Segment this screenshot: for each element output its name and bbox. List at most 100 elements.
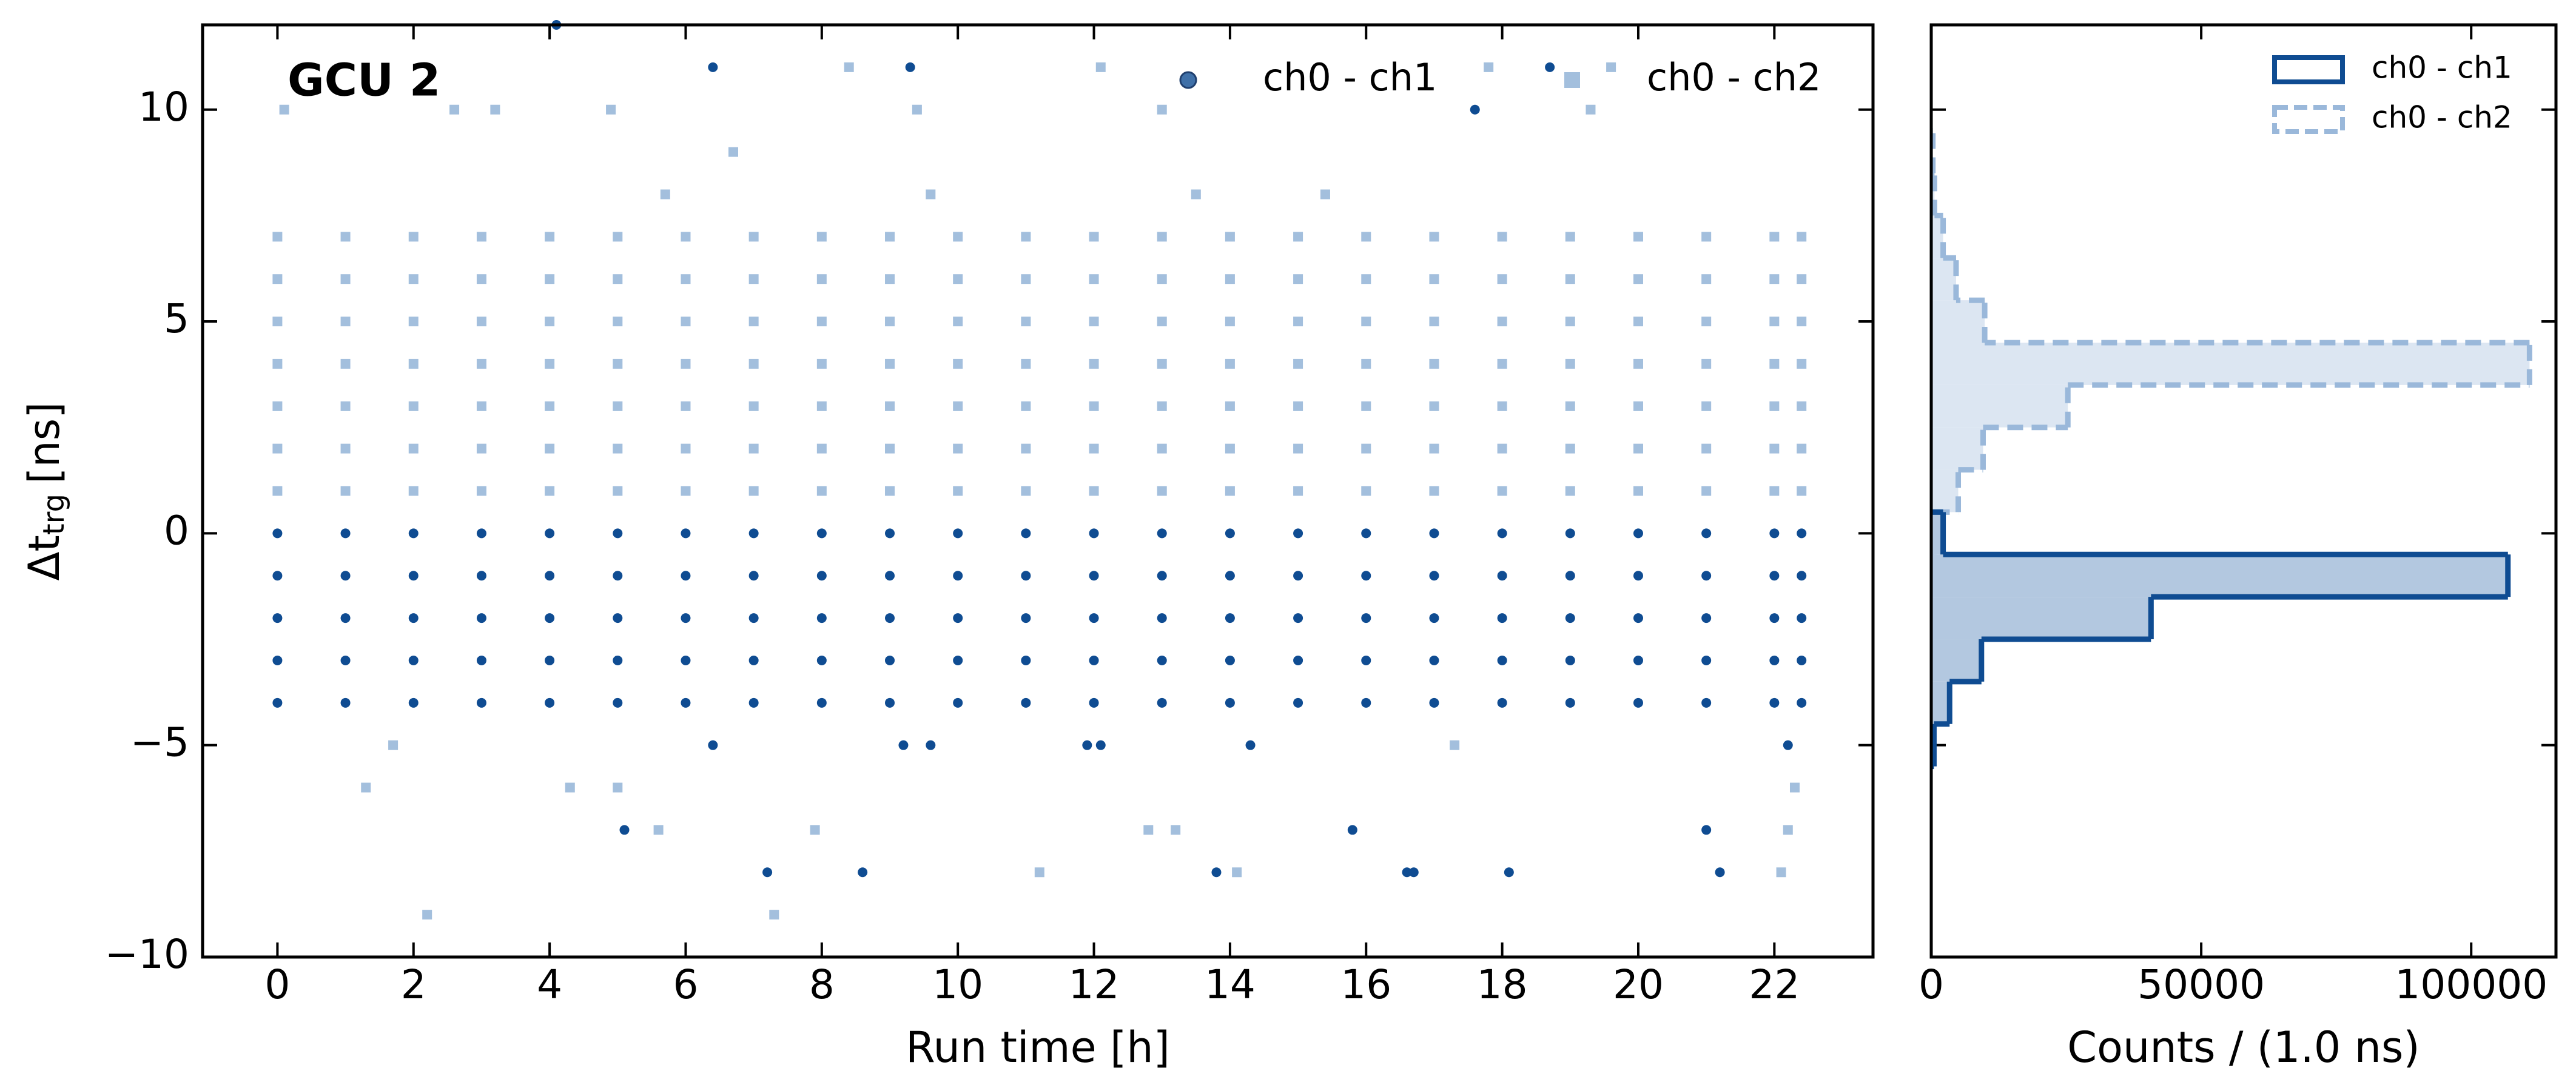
x-tick-label: 12 (1069, 961, 1120, 1008)
point (272, 613, 283, 623)
point (1361, 486, 1371, 496)
point (272, 443, 283, 454)
point (885, 317, 895, 327)
point (476, 443, 486, 454)
point (1633, 613, 1643, 623)
point (476, 317, 486, 327)
point (1361, 655, 1371, 665)
point (1429, 317, 1439, 327)
point (1157, 697, 1167, 708)
point (1089, 232, 1099, 242)
point (340, 274, 351, 284)
point (1021, 401, 1031, 411)
point (408, 655, 419, 665)
point (476, 358, 486, 369)
point (1293, 571, 1303, 581)
point (953, 401, 963, 411)
point (490, 104, 500, 115)
point (340, 655, 351, 665)
point (613, 317, 623, 327)
point (1157, 571, 1167, 581)
point (816, 571, 827, 581)
point (1293, 613, 1303, 623)
point (408, 358, 419, 369)
x-tick-label: 10 (932, 961, 983, 1008)
y-axis-label: Δttrg [ns] (19, 402, 71, 581)
point (885, 486, 895, 496)
point (1633, 232, 1643, 242)
point (1701, 528, 1712, 539)
point (905, 62, 915, 72)
x-tick-label: 4 (537, 961, 562, 1008)
point (1361, 571, 1371, 581)
point (1171, 825, 1181, 835)
hist-bin (1931, 215, 1943, 258)
point (613, 274, 623, 284)
point (708, 62, 718, 72)
point (1497, 655, 1507, 665)
x-tick-label: 2 (401, 961, 426, 1008)
point (545, 486, 555, 496)
point (748, 528, 759, 539)
point (1797, 486, 1807, 496)
point (816, 232, 827, 242)
point (1783, 825, 1793, 835)
point (1232, 867, 1242, 878)
point (1565, 571, 1575, 581)
point (1143, 825, 1154, 835)
point (545, 655, 555, 665)
point (1606, 62, 1616, 72)
point (708, 740, 718, 750)
point (1497, 697, 1507, 708)
point (816, 317, 827, 327)
point (748, 486, 759, 496)
point (1701, 358, 1712, 369)
point (1701, 401, 1712, 411)
point (272, 528, 283, 539)
point (1633, 528, 1643, 539)
point (1429, 274, 1439, 284)
point (1497, 401, 1507, 411)
point (1157, 528, 1167, 539)
x-axis-label: Run time [h] (906, 1023, 1170, 1072)
hist-bin (1931, 342, 2530, 385)
x-axis-label: Counts / (1.0 ns) (2067, 1023, 2420, 1072)
point (613, 443, 623, 454)
point (1211, 867, 1222, 878)
point (613, 486, 623, 496)
point (1293, 274, 1303, 284)
point (340, 697, 351, 708)
point (748, 443, 759, 454)
legend-marker (1564, 72, 1580, 88)
point (1565, 613, 1575, 623)
point (1293, 697, 1303, 708)
point (565, 782, 575, 793)
hist-bin (1931, 554, 2508, 597)
point (272, 358, 283, 369)
point (1089, 571, 1099, 581)
point (1565, 232, 1575, 242)
point (408, 613, 419, 623)
point (1769, 655, 1780, 665)
point (816, 613, 827, 623)
point (1225, 274, 1235, 284)
legend-label: ch0 - ch2 (2372, 100, 2512, 135)
point (1089, 358, 1099, 369)
point (1470, 104, 1480, 115)
point (1429, 613, 1439, 623)
hist-bin (1931, 469, 1959, 512)
point (1769, 358, 1780, 369)
point (1797, 401, 1807, 411)
annotation: GCU 2 (288, 55, 440, 107)
point (1429, 443, 1439, 454)
point (769, 910, 779, 920)
point (1450, 740, 1460, 750)
point (408, 697, 419, 708)
point (476, 655, 486, 665)
point (660, 189, 670, 200)
point (1701, 613, 1712, 623)
point (885, 274, 895, 284)
point (912, 104, 922, 115)
hist-bin (1931, 681, 1950, 724)
point (953, 443, 963, 454)
